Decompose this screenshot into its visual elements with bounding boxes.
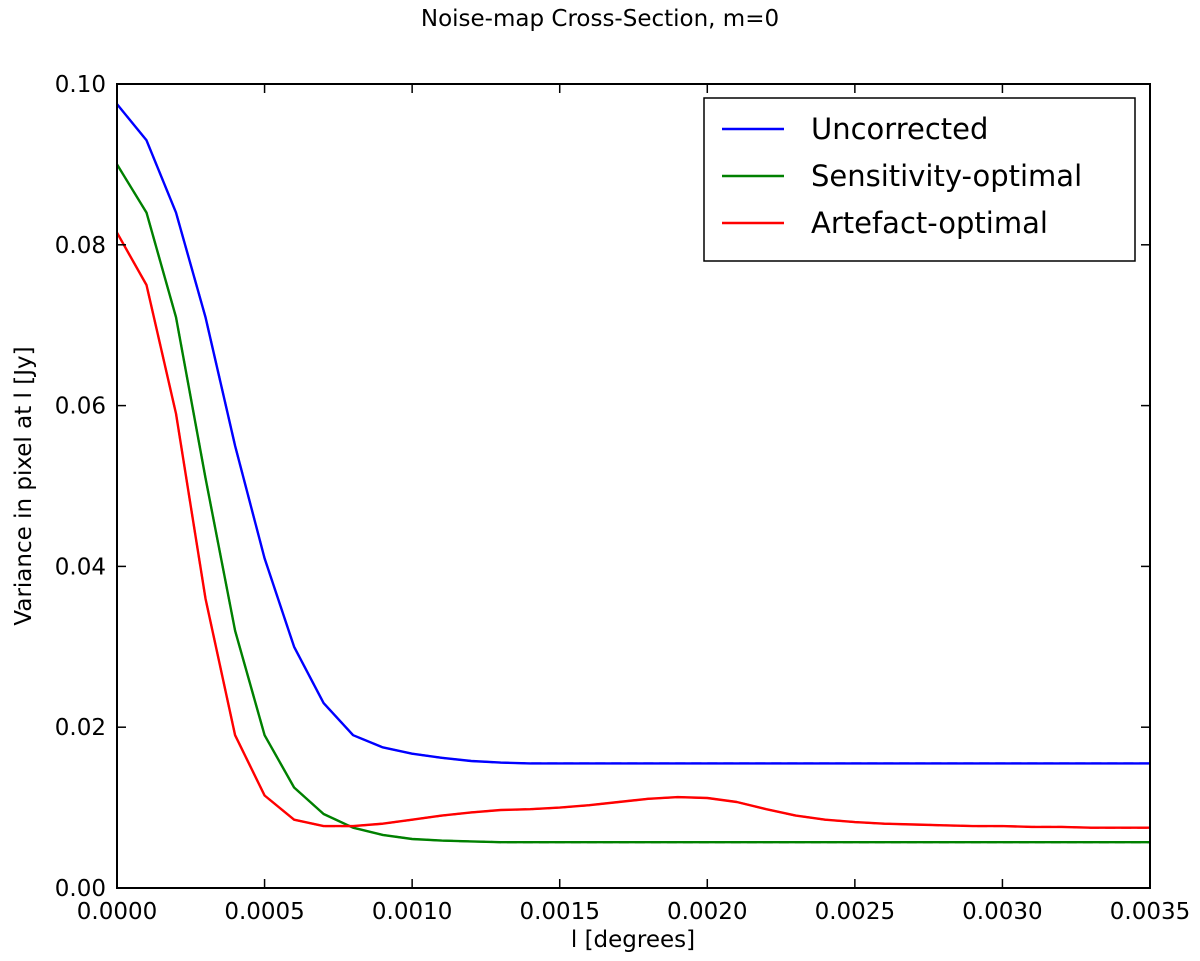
y-tick-label: 0.10 <box>55 72 106 98</box>
x-tick-label: 0.0000 <box>77 899 157 925</box>
y-tick-label: 0.02 <box>55 715 106 741</box>
x-tick-label: 0.0010 <box>372 899 452 925</box>
series-line-dashed-2 <box>116 232 1150 829</box>
series-layer <box>115 103 1150 844</box>
x-tick-label: 0.0030 <box>962 899 1042 925</box>
y-tick-label: 0.06 <box>55 394 106 420</box>
x-tick-label: 0.0020 <box>667 899 747 925</box>
y-tick-label: 0.08 <box>55 233 106 259</box>
legend: Uncorrected Sensitivity-optimal Artefact-o… <box>703 97 1136 262</box>
legend-label-1: Sensitivity-optimal <box>811 159 1082 193</box>
x-tick-label: 0.0015 <box>519 899 599 925</box>
x-axis-label: l [degrees] <box>570 927 696 953</box>
ticks-layer: 0.0000 0.0005 0.0010 0.0015 0.0020 0.0025 0.00… <box>55 72 1190 925</box>
chart-title: Noise-map Cross-Section, m=0 <box>420 6 780 32</box>
y-tick-label: 0.00 <box>55 876 106 902</box>
series-line-2 <box>115 232 1150 829</box>
x-tick-label: 0.0035 <box>1110 899 1190 925</box>
series-line-dashed-1 <box>116 163 1150 844</box>
legend-label-2: Artefact-optimal <box>811 206 1048 240</box>
legend-box <box>703 97 1136 262</box>
x-tick-label: 0.0005 <box>224 899 304 925</box>
series-line-1 <box>115 163 1150 844</box>
x-tick-label: 0.0025 <box>815 899 895 925</box>
plot-area-frame <box>116 83 1151 889</box>
series-line-0 <box>116 103 1150 765</box>
legend-label-0: Uncorrected <box>811 112 988 146</box>
y-tick-label: 0.04 <box>55 554 106 580</box>
